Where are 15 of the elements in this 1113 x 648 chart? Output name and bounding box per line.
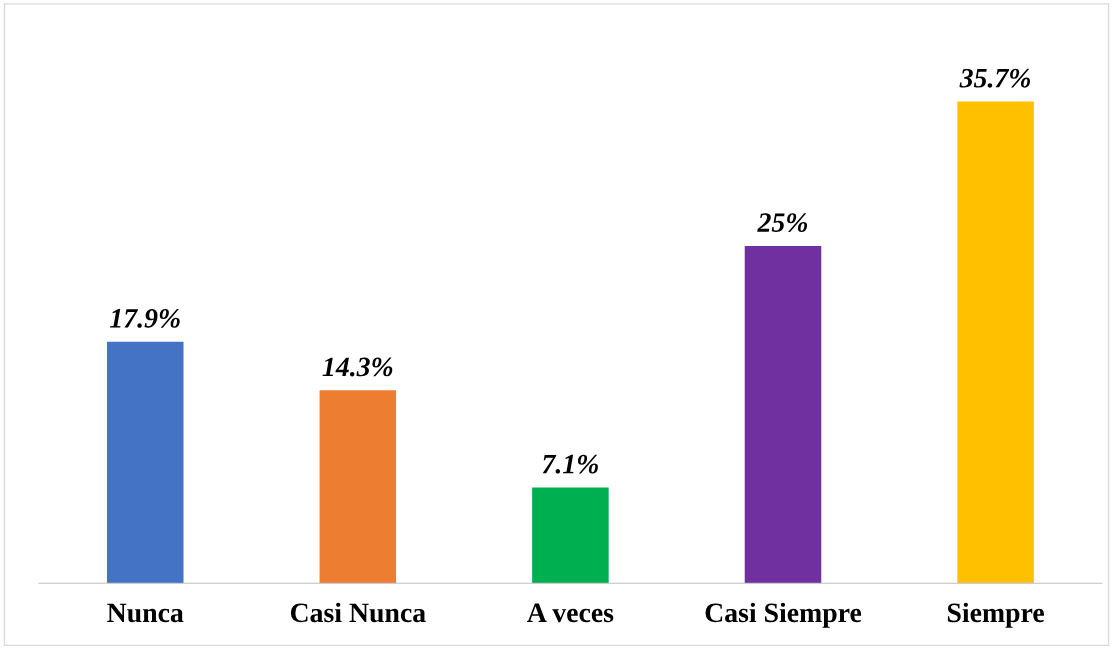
data-label: 14.3% bbox=[322, 357, 393, 377]
x-tick-label: Casi Nunca bbox=[290, 602, 426, 623]
bar bbox=[532, 487, 609, 584]
x-tick-label: A veces bbox=[527, 603, 614, 623]
bar bbox=[319, 390, 397, 584]
bar bbox=[957, 101, 1034, 584]
data-label: 35.7% bbox=[959, 68, 1031, 88]
data-label: 7.1% bbox=[542, 454, 598, 474]
data-label: 17.9% bbox=[110, 308, 180, 328]
bar bbox=[106, 341, 184, 584]
bar bbox=[744, 245, 822, 584]
x-tick-label: Siempre bbox=[947, 602, 1044, 628]
data-label: 25% bbox=[757, 213, 808, 232]
x-tick-label: Casi Siempre bbox=[705, 602, 862, 628]
x-tick-label: Nunca bbox=[107, 603, 184, 623]
